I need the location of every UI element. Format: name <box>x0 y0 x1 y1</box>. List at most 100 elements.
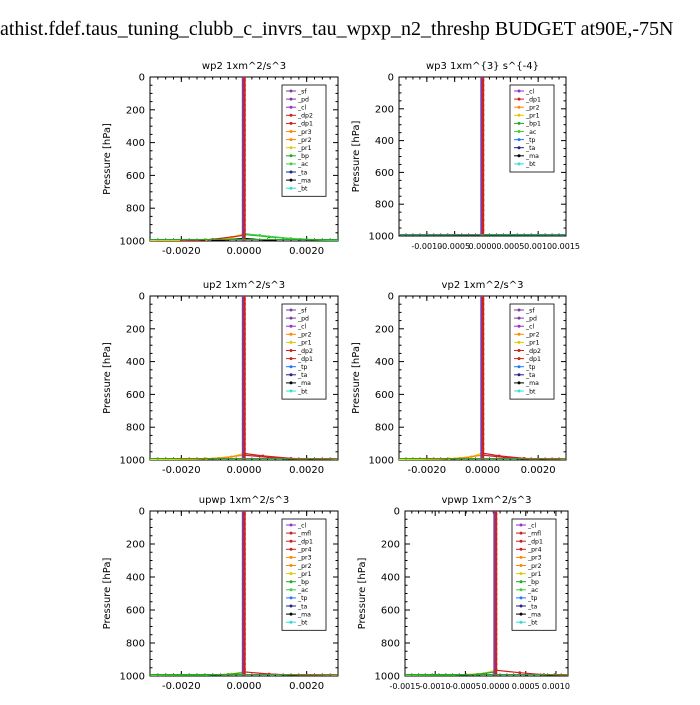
profile-marker <box>243 517 246 521</box>
legend-box <box>281 84 327 197</box>
profile-marker <box>243 302 246 306</box>
profile-marker <box>243 392 246 396</box>
series-point <box>405 674 407 676</box>
series-group <box>150 296 338 460</box>
legend-marker <box>289 89 293 93</box>
profile-marker <box>481 437 485 441</box>
profile-marker <box>243 208 246 212</box>
legend-marker <box>289 349 293 352</box>
profile-marker <box>243 542 246 546</box>
profile-marker <box>243 233 246 237</box>
profile-marker <box>494 537 498 541</box>
y-tick-label: 800 <box>375 200 394 211</box>
profile-marker <box>481 208 485 212</box>
x-tick-label: 0.0020 <box>289 246 324 257</box>
profile-marker <box>481 103 485 107</box>
profile-marker <box>481 143 485 147</box>
profile-marker <box>494 617 498 621</box>
profile-marker <box>243 173 246 177</box>
profile-marker <box>494 622 498 626</box>
series-point <box>425 458 429 460</box>
y-tick-label: 800 <box>381 639 400 650</box>
series-point <box>564 458 566 460</box>
profile-marker <box>494 642 498 646</box>
legend-entry: _ma <box>527 611 541 618</box>
legend: _sf_pd _cl_pr2_pr1_dp2_dp1_tp_ta_ma_bt <box>509 303 555 400</box>
y-tick-label: 400 <box>126 573 145 584</box>
legend-entry: _pr3 <box>297 129 312 136</box>
legend-marker <box>289 572 293 576</box>
profile-marker <box>481 417 485 421</box>
profile-marker <box>481 78 485 82</box>
legend-entry: _pr1 <box>297 571 312 578</box>
profile-marker <box>481 173 485 177</box>
profile-marker <box>243 337 246 341</box>
profile-marker <box>481 158 485 162</box>
legend-entry: _pr2 <box>525 105 540 112</box>
profile-marker <box>243 522 246 526</box>
y-tick-label: 1000 <box>375 672 400 683</box>
profile-marker <box>243 228 246 232</box>
legend-marker <box>289 620 293 624</box>
legend-marker <box>517 162 521 166</box>
profile-marker <box>494 517 498 521</box>
y-tick-label: 600 <box>126 171 145 182</box>
profile-marker <box>494 662 498 666</box>
legend-entry: _bt <box>525 161 536 168</box>
legend-entry: _ma <box>297 177 311 184</box>
profile-marker <box>481 213 485 217</box>
y-tick-label: 800 <box>375 423 394 434</box>
profile-marker <box>243 552 246 556</box>
profile-marker <box>481 402 485 406</box>
legend-marker <box>289 531 293 535</box>
profile-marker <box>243 193 246 197</box>
profile-marker <box>243 93 246 97</box>
legend-entry: _bp <box>297 153 309 160</box>
series-group <box>405 511 568 676</box>
profile-marker <box>243 527 246 531</box>
profile-marker <box>243 422 246 426</box>
profile-marker <box>494 542 498 546</box>
legend-marker <box>289 138 293 142</box>
profile-marker <box>481 327 485 331</box>
series-group <box>150 511 338 676</box>
legend-marker <box>517 381 521 385</box>
legend-entry: _pr2 <box>297 563 312 570</box>
legend-entry: _tp <box>525 364 536 371</box>
profile-marker <box>481 427 485 431</box>
legend-entry: _ta <box>527 603 538 610</box>
profile-marker <box>243 342 246 346</box>
profile-marker <box>494 597 498 601</box>
legend-entry: _ac <box>527 587 539 594</box>
legend-marker <box>517 365 521 369</box>
series-group <box>399 296 566 460</box>
profile-marker <box>481 337 485 341</box>
series-point <box>150 674 152 676</box>
legend-entry: _pr3 <box>297 555 312 562</box>
series-point <box>258 233 262 237</box>
profile-marker <box>481 382 485 386</box>
legend-entry: _sf <box>297 307 307 314</box>
y-tick-label: 600 <box>375 168 394 179</box>
legend-entry: _cl <box>297 324 306 331</box>
legend-marker <box>517 308 521 312</box>
legend-entry: _dp2 <box>525 348 541 355</box>
profile-marker <box>494 657 498 661</box>
legend-entry: _mfl <box>527 530 541 537</box>
y-tick-label: 200 <box>375 104 394 115</box>
profile-marker <box>243 352 246 356</box>
profile-marker <box>494 652 498 656</box>
y-axis-label: Pressure [hPa] <box>102 342 113 414</box>
x-tick-label: 0.0010 <box>542 682 570 691</box>
series-point <box>336 458 338 460</box>
profile-marker <box>243 108 246 112</box>
profile-marker <box>243 432 246 436</box>
profile-marker <box>243 347 246 351</box>
profile-marker <box>494 512 498 516</box>
profile-marker <box>494 557 498 561</box>
legend: _sf_pd _cl_dp2_dp1_pr3_pr2_pr1_bp_ac_ta_m… <box>281 84 327 197</box>
profile-marker <box>243 188 246 192</box>
legend-marker <box>517 130 521 133</box>
profile-marker <box>481 357 485 361</box>
legend-marker <box>517 324 521 328</box>
